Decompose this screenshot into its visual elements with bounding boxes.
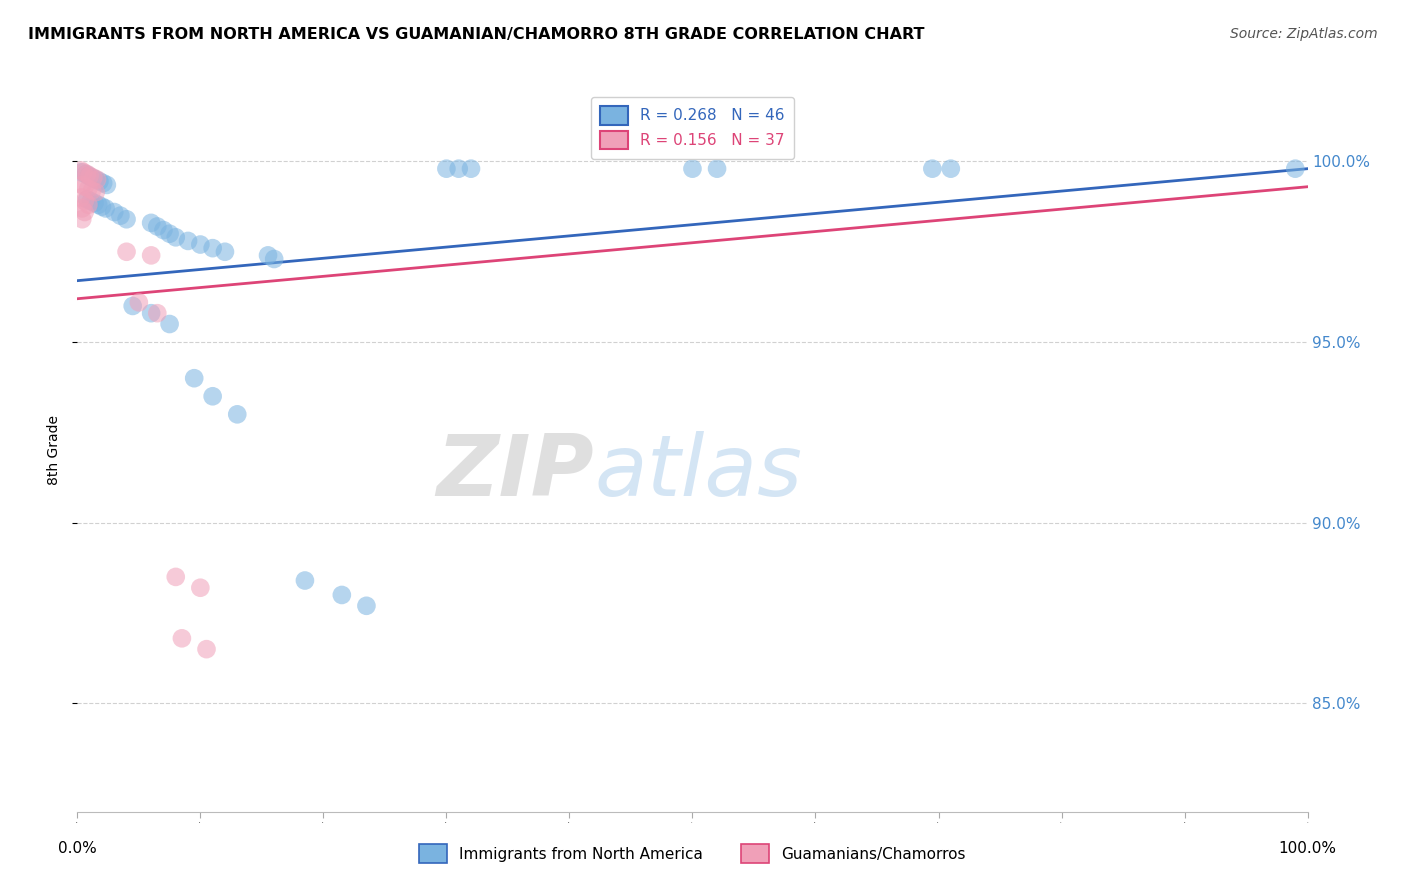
- Point: [165, 570, 187, 584]
- Point: [76, 193, 98, 207]
- Text: IMMIGRANTS FROM NORTH AMERICA VS GUAMANIAN/CHAMORRO 8TH GRADE CORRELATION CHART: IMMIGRANTS FROM NORTH AMERICA VS GUAMANI…: [28, 27, 925, 42]
- Point: [141, 216, 163, 230]
- Point: [460, 161, 482, 176]
- Point: [76, 167, 98, 181]
- Point: [195, 642, 218, 657]
- Text: ZIP: ZIP: [436, 431, 595, 514]
- Point: [201, 241, 224, 255]
- Point: [356, 599, 378, 613]
- Point: [75, 167, 97, 181]
- Point: [82, 183, 104, 197]
- Point: [96, 178, 118, 192]
- Point: [70, 191, 93, 205]
- Point: [83, 196, 105, 211]
- Point: [70, 212, 93, 227]
- Point: [939, 161, 962, 176]
- Point: [188, 237, 212, 252]
- Point: [152, 223, 174, 237]
- Point: [436, 161, 458, 176]
- Point: [128, 295, 150, 310]
- Point: [115, 244, 138, 259]
- Point: [70, 165, 93, 179]
- Point: [70, 163, 93, 178]
- Point: [94, 202, 117, 216]
- Point: [82, 170, 104, 185]
- Point: [77, 181, 100, 195]
- Point: [73, 179, 96, 194]
- Point: [706, 161, 728, 176]
- Point: [177, 234, 200, 248]
- Point: [146, 219, 169, 234]
- Point: [77, 198, 100, 212]
- Point: [87, 198, 110, 212]
- Point: [146, 306, 169, 320]
- Point: [188, 581, 212, 595]
- Point: [79, 169, 101, 183]
- Point: [115, 212, 138, 227]
- Point: [90, 200, 114, 214]
- Point: [84, 172, 107, 186]
- Point: [294, 574, 316, 588]
- Point: [121, 299, 143, 313]
- Point: [89, 174, 111, 188]
- Point: [73, 205, 96, 219]
- Point: [170, 632, 193, 646]
- Point: [80, 194, 103, 209]
- Point: [103, 205, 125, 219]
- Point: [330, 588, 353, 602]
- Point: [226, 407, 249, 421]
- Point: [263, 252, 285, 266]
- Text: atlas: atlas: [595, 431, 801, 514]
- Point: [141, 306, 163, 320]
- Point: [91, 176, 114, 190]
- Text: 100.0%: 100.0%: [1278, 840, 1337, 855]
- Point: [82, 170, 104, 185]
- Point: [141, 248, 163, 262]
- Point: [447, 161, 470, 176]
- Point: [257, 248, 280, 262]
- Point: [73, 194, 96, 209]
- Text: Source: ZipAtlas.com: Source: ZipAtlas.com: [1230, 27, 1378, 41]
- Point: [921, 161, 943, 176]
- Point: [165, 230, 187, 244]
- Point: [682, 161, 704, 176]
- Point: [1284, 161, 1306, 176]
- Text: 0.0%: 0.0%: [58, 840, 97, 855]
- Point: [70, 202, 93, 216]
- Legend: Immigrants from North America, Guamanians/Chamorros: Immigrants from North America, Guamanian…: [413, 838, 972, 869]
- Point: [159, 227, 181, 241]
- Point: [201, 389, 224, 403]
- Point: [214, 244, 236, 259]
- Point: [72, 165, 94, 179]
- Point: [84, 185, 107, 199]
- Point: [77, 169, 100, 183]
- Point: [159, 317, 181, 331]
- Y-axis label: 8th Grade: 8th Grade: [48, 416, 62, 485]
- Point: [70, 178, 93, 192]
- Point: [110, 209, 132, 223]
- Point: [183, 371, 205, 385]
- Point: [86, 172, 108, 186]
